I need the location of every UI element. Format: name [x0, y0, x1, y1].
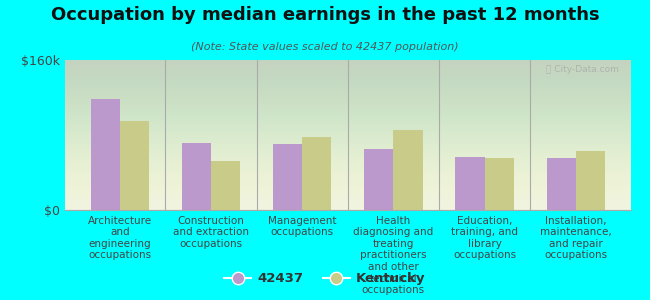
Text: Ⓡ City-Data.com: Ⓡ City-Data.com: [546, 64, 619, 74]
Bar: [484, 158, 514, 210]
Bar: [273, 144, 302, 210]
Bar: [393, 130, 422, 210]
Bar: [90, 99, 120, 210]
Bar: [576, 151, 605, 210]
Bar: [182, 142, 211, 210]
Bar: [120, 121, 149, 210]
Text: (Note: State values scaled to 42437 population): (Note: State values scaled to 42437 popu…: [191, 42, 459, 52]
Bar: [211, 161, 240, 210]
Legend: 42437, Kentucky: 42437, Kentucky: [219, 267, 431, 290]
Text: Occupation by median earnings in the past 12 months: Occupation by median earnings in the pas…: [51, 6, 599, 24]
Bar: [456, 157, 484, 210]
Bar: [302, 137, 332, 210]
Bar: [547, 158, 576, 210]
Bar: [364, 149, 393, 210]
